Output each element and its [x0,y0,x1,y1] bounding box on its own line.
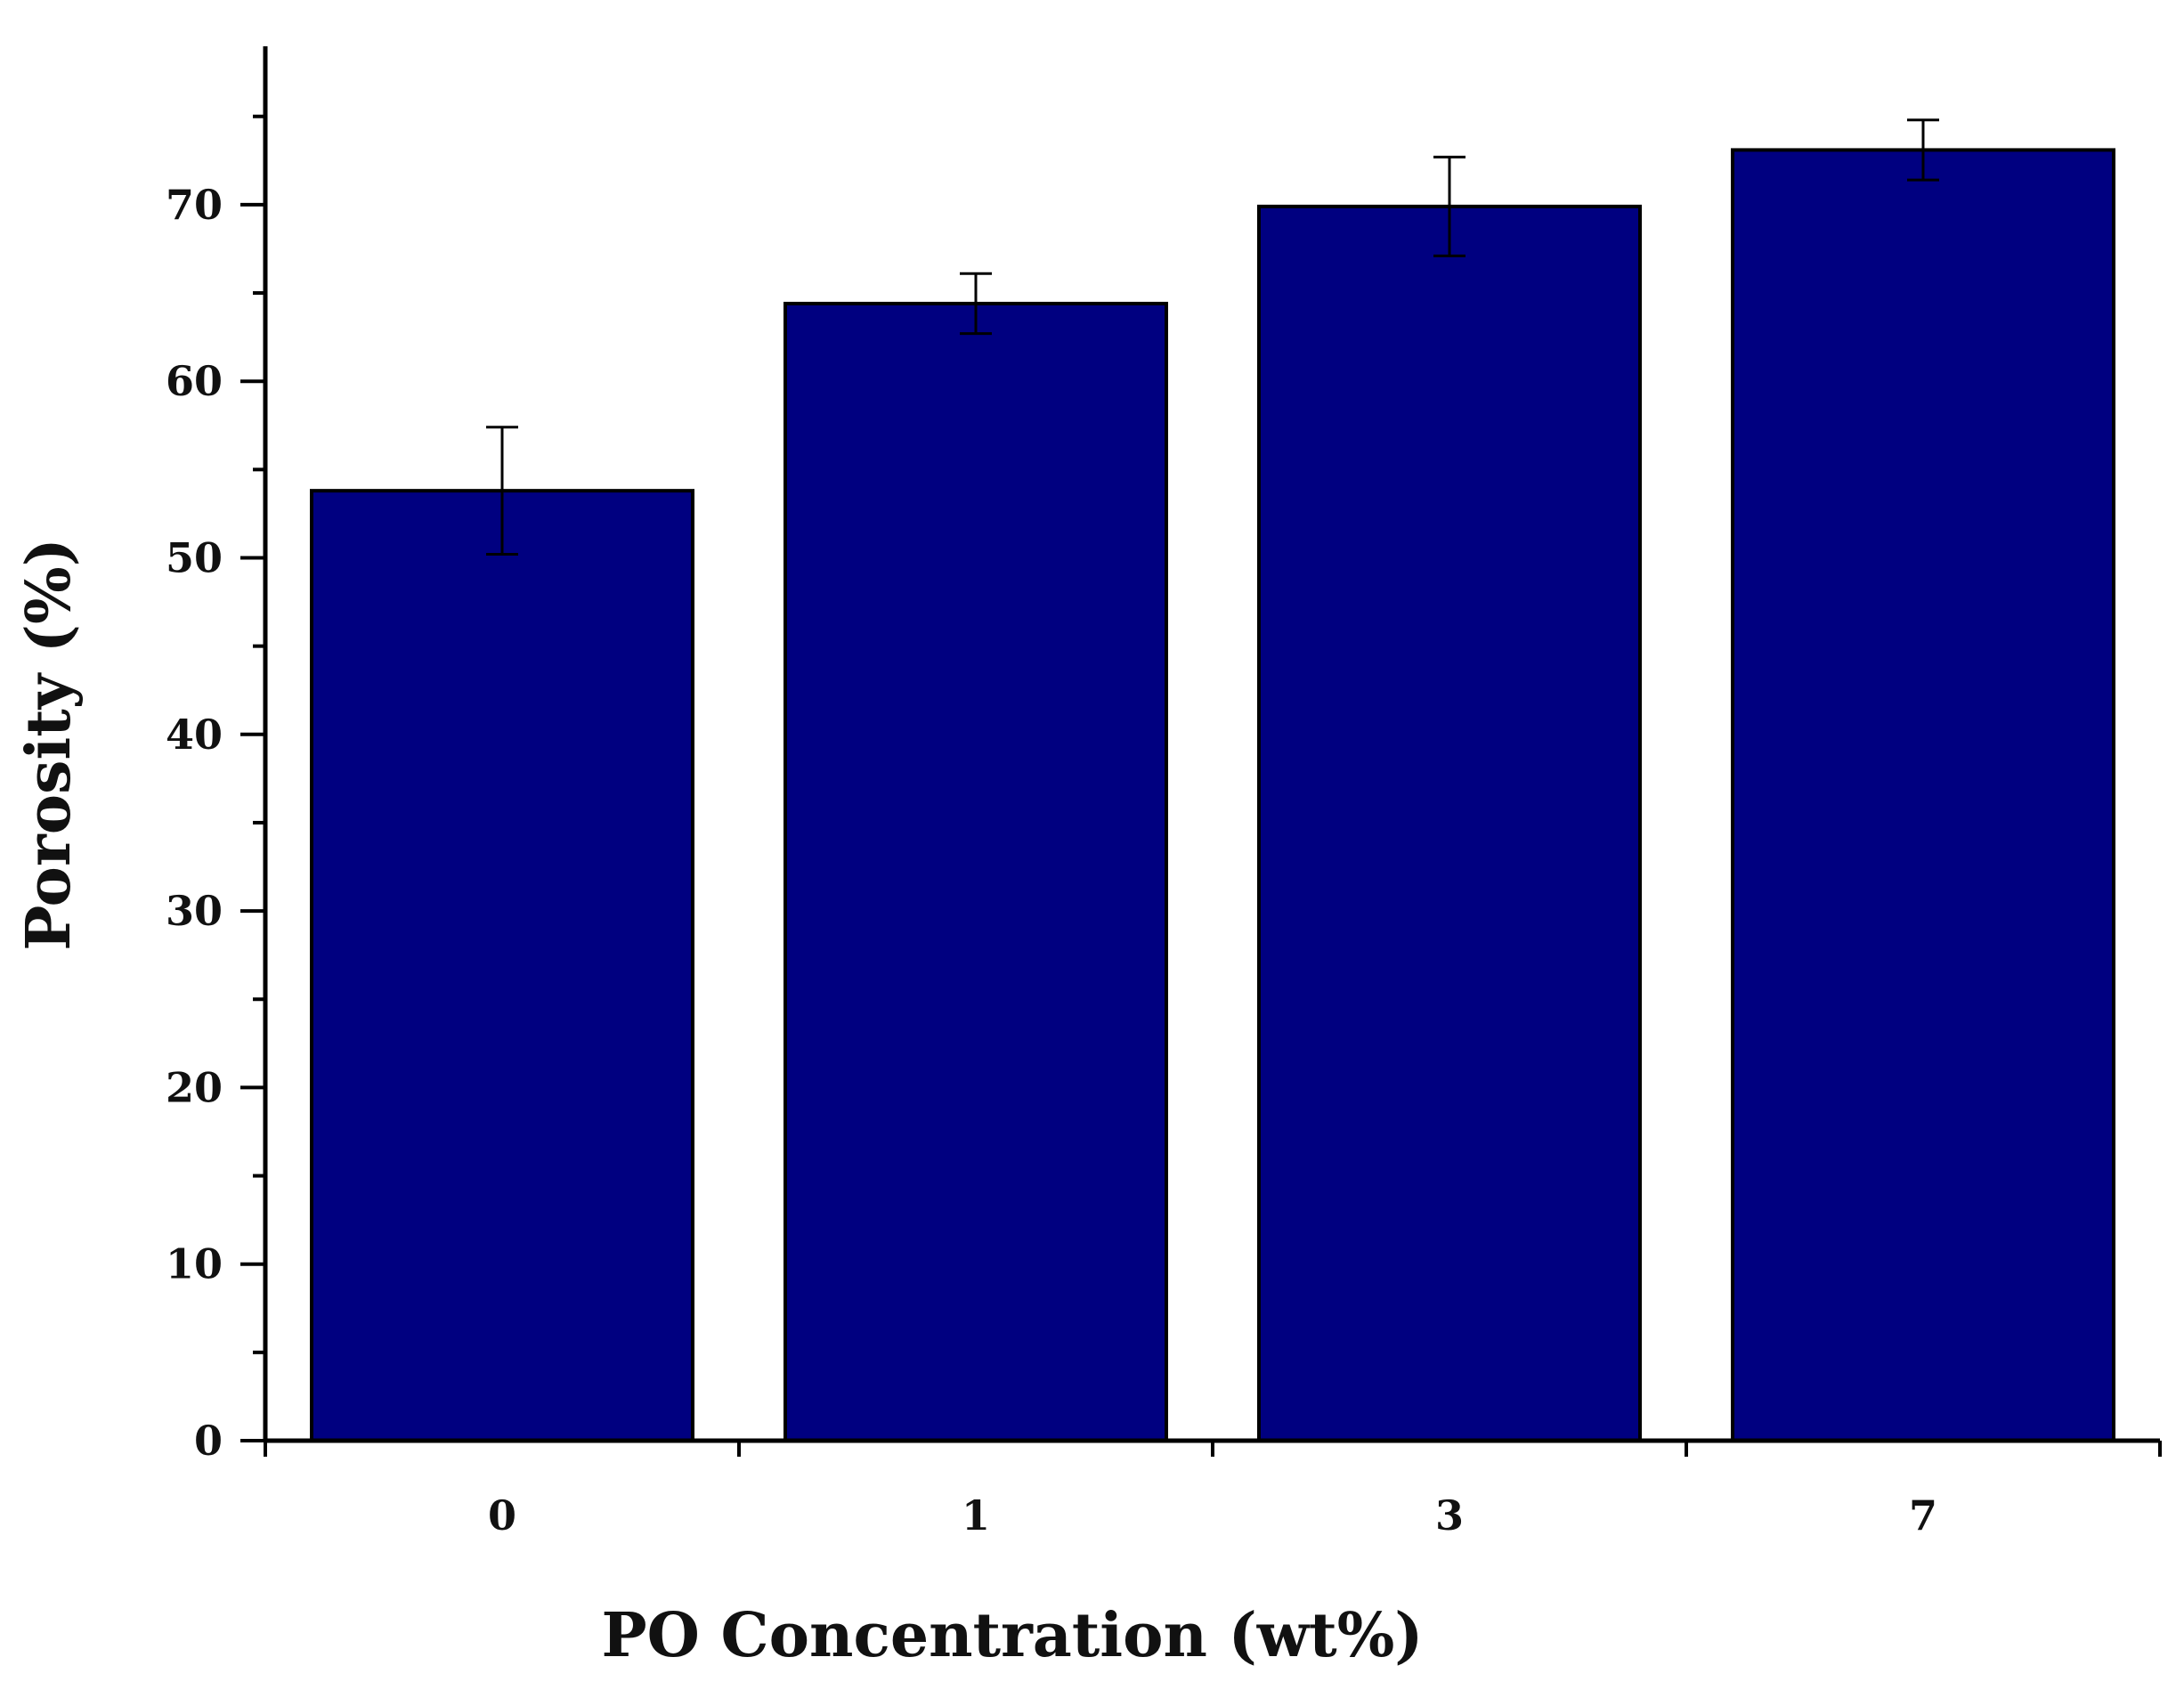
y-ticks-layer: 0 10 20 30 40 50 60 70 [166,114,265,1465]
y-tick-label-10: 10 [166,1240,223,1288]
error-bars-layer [486,118,1939,556]
y-tick-label-50: 50 [166,534,223,582]
x-ticks-layer: 0 1 3 7 [264,1441,2162,1539]
bars-layer [310,148,2115,1442]
error-bar-1 [960,272,992,336]
bar-3 [1257,204,1642,1442]
bar-0 [310,489,694,1442]
y-tick-label-60: 60 [166,357,223,405]
y-tick-label-0: 0 [194,1417,223,1465]
x-axis-title: PO Concentration (wt%) [602,1600,1424,1671]
bar-1 [783,301,1168,1442]
x-tick-label-7: 7 [1909,1491,1937,1539]
bar-7 [1731,148,2115,1442]
x-tick-label-0: 0 [488,1491,516,1539]
x-tick-label-1: 1 [962,1491,990,1539]
y-axis-title: Porosity (%) [13,538,85,951]
y-tick-label-20: 20 [166,1063,223,1111]
x-tick-label-3: 3 [1435,1491,1464,1539]
y-tick-label-40: 40 [166,711,223,759]
y-tick-label-70: 70 [166,181,223,229]
y-tick-label-30: 30 [166,887,223,935]
error-bar-3 [1433,155,1465,257]
error-bar-0 [486,426,518,556]
error-bar-7 [1907,118,1939,182]
